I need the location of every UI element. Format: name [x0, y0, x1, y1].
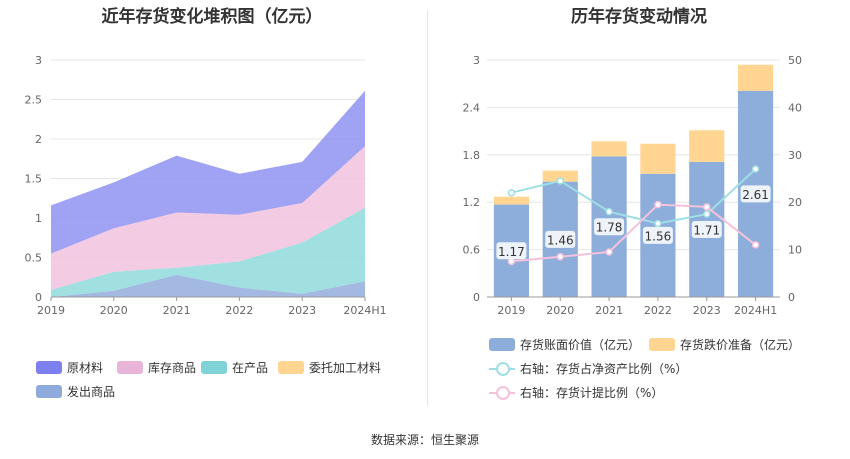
left-y-tick-label: 1.5 [25, 173, 43, 186]
data-label: 1.46 [547, 233, 574, 247]
left-y-tick-label: 0.5 [25, 252, 43, 265]
left-x-tick-label: 2022 [225, 304, 253, 317]
left-chart-title: 近年存货变化堆积图（亿元） [101, 7, 323, 27]
left-y-tick-label: 2 [35, 133, 42, 146]
area-发出商品 [51, 274, 365, 297]
legend-item-右轴：存货占净资产比例（%）[interactable]: 右轴：存货占净资产比例（%） [489, 360, 687, 377]
left-y-tick-label: 1 [35, 212, 42, 225]
line-point [703, 203, 711, 211]
data-label-bg [642, 226, 673, 244]
legend-swatch [278, 361, 304, 374]
left-x-tick-label: 2019 [37, 304, 65, 317]
line-point [751, 165, 760, 173]
legend-item-存货跌价准备（亿元）[interactable]: 存货跌价准备（亿元） [649, 336, 800, 353]
area-在产品 [51, 207, 365, 297]
line-point [703, 210, 711, 218]
legend-label: 右轴：存货计提比例（%） [520, 386, 664, 400]
right-right-y-tick-label: 40 [788, 101, 802, 114]
right-chart-title: 历年存货变动情况 [571, 7, 707, 27]
line-point [605, 207, 613, 216]
legend-label: 委托加工材料 [309, 361, 382, 375]
right-right-y-tick-label: 10 [788, 244, 802, 257]
legend-swatch [201, 361, 227, 374]
right-left-y-tick-label: 0 [473, 291, 480, 304]
bar-impairment-provision [689, 130, 725, 162]
legend-swatch [649, 338, 675, 351]
legend-label: 右轴：存货占净资产比例（%） [520, 362, 688, 376]
right-right-y-tick-label: 0 [788, 291, 795, 304]
legend-swatch [36, 361, 62, 374]
data-source-note: 数据来源：恒生聚源 [370, 433, 479, 447]
right-left-y-tick-label: 3 [473, 54, 480, 67]
right-left-y-tick-label: 1.8 [463, 149, 481, 162]
legend-label: 存货账面价值（亿元） [520, 338, 641, 352]
left-x-tick-label: 2021 [163, 304, 191, 317]
panel-divider [427, 10, 428, 406]
bar-impairment-provision [640, 143, 676, 174]
right-x-tick-label: 2020 [546, 304, 574, 317]
right-right-y-tick-label: 20 [788, 196, 802, 209]
left-x-tick-label: 2024H1 [343, 304, 386, 317]
legend-item-右轴：存货计提比例（%）[interactable]: 右轴：存货计提比例（%） [489, 384, 663, 401]
data-label-bg [594, 218, 625, 236]
legend-item-在产品[interactable]: 在产品 [201, 359, 268, 376]
line-point [507, 257, 516, 266]
right-x-tick-label: 2023 [693, 304, 721, 317]
right-left-y-tick-label: 2.4 [463, 101, 481, 114]
line-provision-ratio [511, 203, 757, 263]
data-label-bg [691, 220, 722, 238]
right-right-y-tick-label: 30 [788, 149, 802, 162]
legend-swatch [36, 385, 62, 398]
line-inventory-to-equity [511, 168, 757, 225]
legend-label: 原材料 [67, 361, 104, 375]
line-point [605, 248, 613, 256]
data-label-bg [545, 230, 576, 248]
legend-item-原材料[interactable]: 原材料 [36, 359, 103, 376]
left-x-tick-label: 2020 [100, 304, 128, 317]
line-point [654, 219, 662, 228]
right-left-y-tick-label: 0.6 [463, 244, 481, 257]
line-point [751, 241, 760, 249]
data-label: 1.71 [693, 223, 720, 237]
line-point [507, 188, 516, 197]
bar-impairment-provision [591, 141, 627, 157]
data-label: 2.61 [742, 188, 769, 202]
left-y-tick-label: 2.5 [25, 94, 43, 107]
right-x-tick-label: 2024H1 [734, 304, 777, 317]
data-label: 1.78 [596, 221, 623, 235]
line-point [654, 200, 662, 209]
data-label-bg [740, 185, 771, 203]
legend-label: 存货跌价准备（亿元） [680, 338, 801, 352]
legend-item-委托加工材料[interactable]: 委托加工材料 [278, 359, 381, 376]
right-x-tick-label: 2021 [595, 304, 623, 317]
bar-impairment-provision [738, 64, 774, 91]
legend-item-发出商品[interactable]: 发出商品 [36, 383, 115, 400]
data-label: 1.56 [645, 229, 672, 243]
legend-swatch [489, 362, 515, 376]
left-x-tick-label: 2023 [288, 304, 316, 317]
legend-swatch [117, 361, 143, 374]
left-y-tick-label: 0 [35, 291, 42, 304]
legend-swatch [489, 338, 515, 351]
data-label-bg [496, 242, 527, 260]
legend-label: 在产品 [232, 361, 269, 375]
legend-label: 发出商品 [67, 385, 116, 399]
line-point [556, 177, 564, 185]
bar-impairment-provision [542, 170, 578, 182]
right-left-y-tick-label: 1.2 [463, 196, 481, 209]
legend-label: 库存商品 [148, 361, 197, 375]
data-label: 1.17 [498, 245, 525, 259]
legend-item-库存商品[interactable]: 库存商品 [117, 359, 196, 376]
right-right-y-tick-label: 50 [788, 54, 802, 67]
legend-swatch [489, 386, 515, 400]
right-x-tick-label: 2019 [497, 304, 525, 317]
area-原材料 [51, 90, 365, 254]
bar-impairment-provision [493, 196, 529, 205]
left-y-tick-label: 3 [35, 54, 42, 67]
area-库存商品 [51, 146, 365, 290]
right-x-tick-label: 2022 [644, 304, 672, 317]
legend-item-存货账面价值（亿元）[interactable]: 存货账面价值（亿元） [489, 336, 640, 353]
line-point [556, 252, 564, 261]
